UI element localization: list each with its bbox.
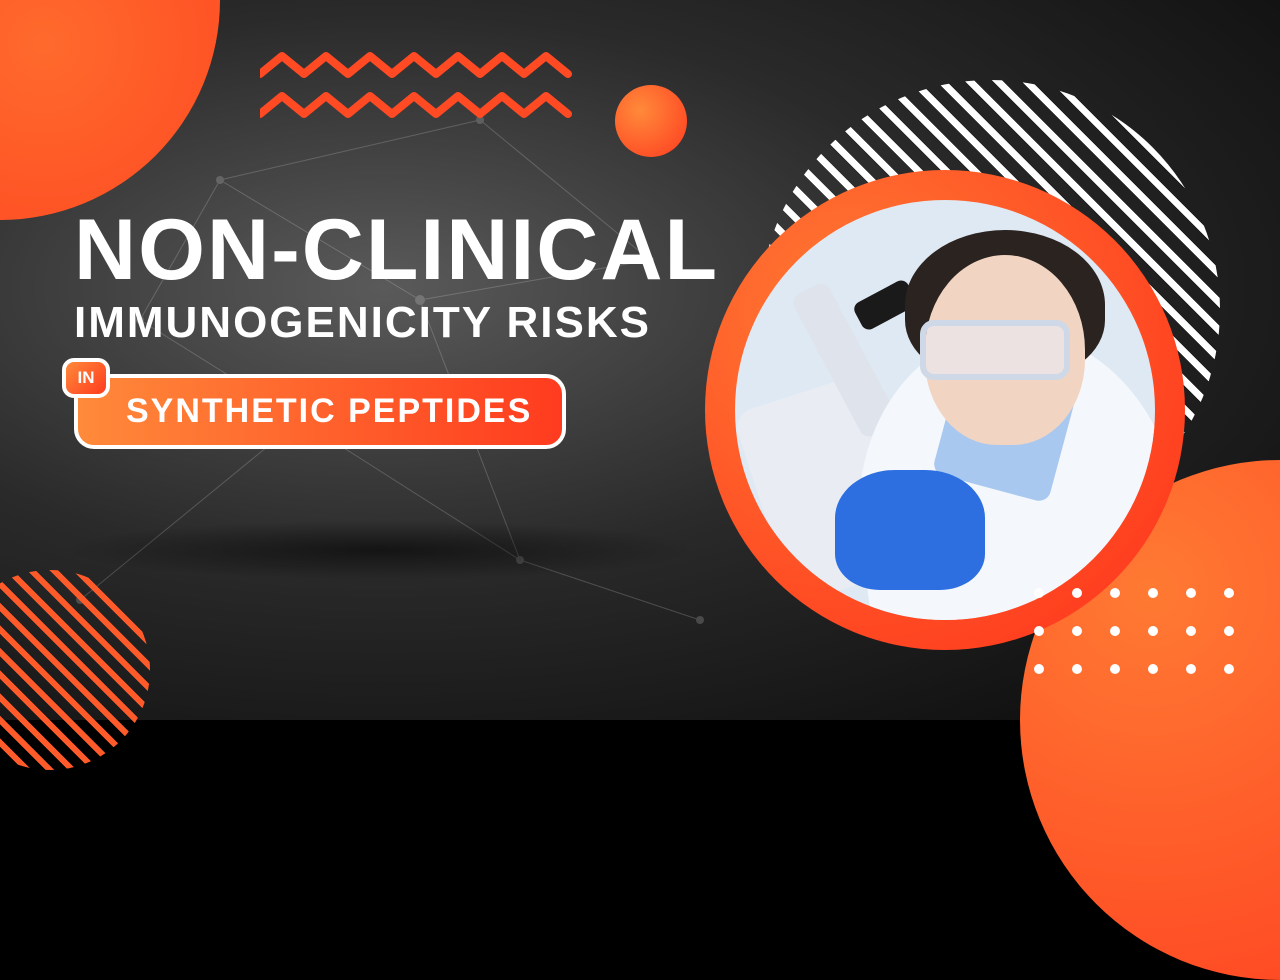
zigzag-decoration: [260, 50, 600, 140]
headline-line1: NON-CLINICAL: [74, 210, 719, 292]
hatched-circle-small: [0, 570, 150, 770]
accent-dot: [615, 85, 687, 157]
hero-ring: [705, 170, 1185, 650]
pill-label: SYNTHETIC PEPTIDES: [74, 374, 566, 449]
dot-grid: [1034, 588, 1240, 680]
glove: [835, 470, 985, 590]
text-drop-shadow: [60, 520, 700, 580]
pill-tab: IN: [62, 358, 110, 398]
headline-line2: IMMUNOGENICITY RISKS: [74, 298, 719, 348]
headline-block: NON-CLINICAL IMMUNOGENICITY RISKS IN SYN…: [74, 210, 719, 449]
pill-wrap: IN SYNTHETIC PEPTIDES: [74, 374, 566, 449]
hero-image: [735, 200, 1155, 620]
safety-goggles: [920, 320, 1070, 380]
infographic-canvas: NON-CLINICAL IMMUNOGENICITY RISKS IN SYN…: [0, 0, 1280, 720]
